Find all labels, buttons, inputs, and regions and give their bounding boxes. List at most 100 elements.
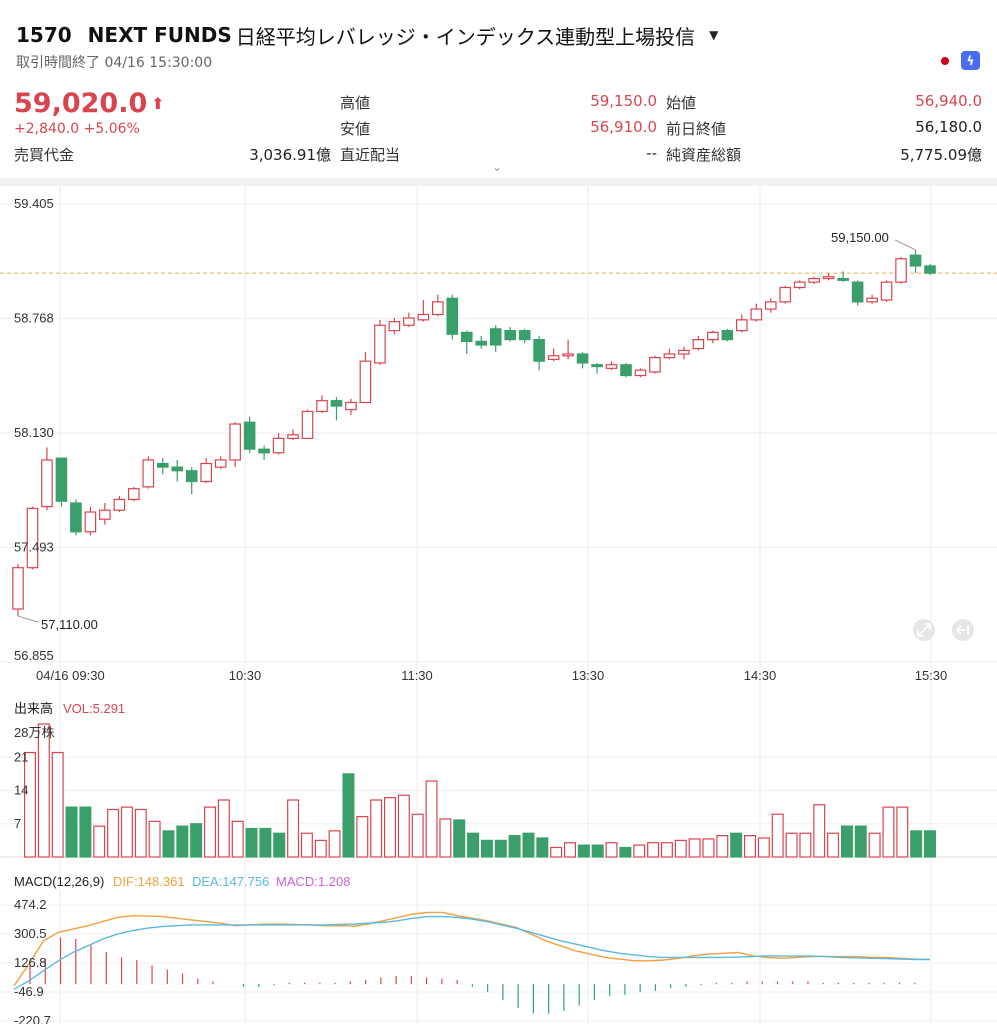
low-annotation: 57,110.00 [41, 617, 98, 632]
candle-body [287, 434, 299, 439]
volume-bar [370, 799, 383, 858]
x-tick-label: 11:30 [401, 668, 433, 683]
candle-body [489, 328, 502, 346]
candle-body [518, 330, 531, 341]
candle-body [475, 340, 488, 346]
macd-tick-label: 300.5 [14, 926, 47, 941]
candle-body [895, 258, 907, 283]
fullscreen-icon[interactable] [913, 619, 935, 641]
macd-tick-label: -46.9 [14, 984, 44, 999]
candle-body [41, 459, 53, 508]
candle-body [200, 462, 213, 483]
fund-title[interactable]: 1570 NEXT FUNDS 日経平均レバレッジ・インデックス連動型上場投信 … [16, 20, 718, 50]
candle-body [171, 466, 184, 472]
candle-body [446, 297, 459, 335]
candle-body [156, 462, 169, 468]
candle-body [113, 498, 126, 511]
candle-body [547, 355, 560, 360]
section-divider [0, 178, 997, 186]
scroll-end-icon[interactable] [952, 619, 974, 641]
low-label: 安値 [340, 120, 371, 138]
volume-bar [702, 838, 715, 858]
volume-bar [162, 830, 175, 858]
volume-bar [591, 844, 604, 858]
candle-body [533, 339, 545, 362]
volume-bar [896, 806, 909, 858]
volume-bar [771, 813, 784, 858]
candle-body [417, 313, 430, 321]
volume-bar [688, 838, 701, 858]
volume-bar [910, 830, 923, 858]
market-status: 取引時間終了 04/16 15:30:00 [16, 55, 213, 71]
candle-body [880, 281, 893, 301]
dividend-label: 直近配当 [340, 146, 401, 164]
candle-body [403, 317, 415, 326]
volume-bar [51, 751, 64, 858]
candle-body [678, 349, 690, 355]
candle-body [388, 321, 401, 332]
volume-bar [563, 842, 576, 858]
volume-bar [605, 842, 618, 858]
volume-bar [480, 839, 493, 858]
volume-tick-label: 7 [14, 816, 21, 831]
volume-bar [494, 839, 507, 858]
volume-bar [24, 751, 37, 858]
volume-bar [107, 808, 120, 858]
chevron-down-icon[interactable]: ⌄ [492, 160, 503, 174]
volume-bar [923, 830, 936, 858]
turnover-label: 売買代金 [14, 146, 75, 164]
volume-bar [550, 846, 563, 858]
volume-bar [647, 842, 660, 858]
japan-flag-icon [938, 54, 952, 68]
turnover-value: 3,036.91億 [249, 146, 331, 164]
candle-body [12, 567, 24, 610]
nav-label: 純資産総額 [666, 146, 742, 164]
macd-tick-label: 126.8 [14, 955, 47, 970]
volume-bar [217, 799, 230, 858]
candle-body [55, 457, 68, 502]
y-tick-label: 57.493 [14, 540, 54, 555]
candle-body [316, 400, 328, 413]
volume-bar [93, 825, 106, 858]
volume-value: VOL:5.291 [63, 701, 125, 716]
volume-bar [397, 794, 410, 858]
nav-value: 5,775.09億 [900, 146, 982, 164]
volume-bar [176, 825, 189, 858]
caret-down-icon[interactable]: ▼ [709, 28, 719, 42]
candle-body [330, 400, 343, 407]
high-annotation: 59,150.00 [831, 230, 889, 245]
macd-tick-label: -220.7 [14, 1013, 51, 1024]
volume-bar [882, 806, 895, 858]
lightning-icon[interactable]: ϟ [961, 51, 980, 70]
volume-bar [356, 816, 369, 858]
candle-body [649, 356, 661, 373]
candle-body [214, 459, 227, 468]
x-tick-label: 15:30 [915, 668, 948, 683]
macd-dif-value: DIF:148.361 [113, 874, 185, 889]
candle-body [721, 330, 734, 341]
volume-bar [79, 806, 92, 858]
volume-bar [508, 835, 521, 858]
volume-bar [660, 842, 673, 858]
candle-body [301, 410, 314, 439]
dividend-value: -- [646, 144, 657, 162]
fund-name-jp: 日経平均レバレッジ・インデックス連動型上場投信 [235, 24, 696, 49]
volume-bar [854, 825, 867, 858]
last-price-value: 59,020.0 [14, 88, 148, 119]
low-marker-line [17, 615, 39, 623]
y-tick-label: 58.768 [14, 311, 54, 326]
open-label: 始値 [666, 94, 697, 112]
candle-body [735, 319, 748, 332]
volume-unit: 28万株 [14, 725, 54, 740]
candle-body [808, 277, 821, 283]
candle-body [504, 330, 517, 341]
volume-bar [716, 835, 729, 858]
x-tick-label: 10:30 [229, 668, 262, 683]
price-change: +2,840.0 +5.06% [14, 121, 140, 137]
volume-bar [314, 839, 327, 858]
candle-body [185, 470, 198, 483]
arrow-up-icon: ⬆ [151, 94, 165, 113]
volume-bar [37, 723, 50, 858]
volume-bar [730, 832, 743, 858]
